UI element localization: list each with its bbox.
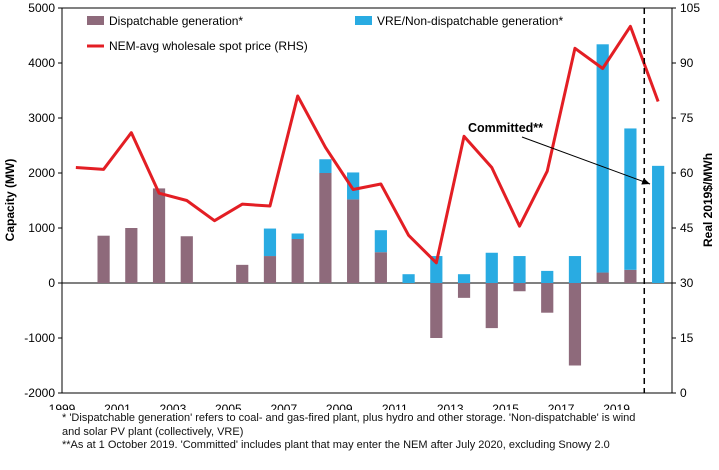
footnote-line-1: * 'Dispatchable generation' refers to co… [62, 412, 636, 424]
left-axis-tick-label: 4000 [28, 56, 55, 70]
x-axis-tick-label: 1999 [49, 402, 76, 410]
x-axis-tick-label: 2005 [215, 402, 242, 410]
bar-dispatchable [236, 264, 249, 283]
bar-dispatchable [180, 236, 193, 283]
right-axis-tick-label: 75 [680, 111, 694, 125]
bar-vre [347, 172, 360, 200]
capacity-price-chart: -2000 -1000 0 1000 2000 3000 4000 5000 0 15 30 45 60… [3, 1, 715, 410]
x-axis-tick-label: 2003 [160, 402, 187, 410]
right-axis-tick-label: 90 [680, 56, 694, 70]
footnote-line-3: **As at 1 October 2019. 'Committed' incl… [62, 439, 610, 451]
bar-vre [624, 128, 637, 270]
bar-vre [263, 228, 277, 257]
bar-dispatchable [485, 283, 498, 329]
legend-label-vre: VRE/Non-dispatchable generation* [377, 14, 563, 28]
bar-vre [319, 159, 332, 173]
committed-arrow-head [641, 177, 651, 185]
right-axis-tick-label: 0 [680, 386, 687, 400]
legend-swatch-dispatchable [87, 16, 104, 25]
bar-vre [374, 230, 387, 253]
footnote-line-2: and solar PV plant (collectively, VRE) [62, 425, 244, 438]
right-axis-tick-label: 60 [680, 166, 694, 180]
left-axis-tick-label: 1000 [28, 221, 55, 235]
price-line [75, 24, 660, 265]
left-axis-tick-label: -2000 [24, 386, 55, 400]
bar-vre [485, 252, 498, 283]
x-axis-tick-label: 2001 [104, 402, 131, 410]
bar-vre [541, 270, 554, 283]
left-axis-tick-label: 2000 [28, 166, 55, 180]
committed-arrow-line [521, 136, 651, 185]
bar-vre [430, 256, 443, 283]
left-axis-title: Capacity (MW) [3, 159, 17, 242]
bar-vre [513, 256, 526, 283]
bar-dispatchable [125, 228, 138, 283]
left-axis-tick-label: 5000 [28, 1, 55, 15]
bar-dispatchable [624, 269, 637, 283]
bar-dispatchable [319, 173, 332, 283]
committed-annotation: Committed** [468, 121, 543, 135]
left-axis-tick-label: 0 [48, 276, 55, 290]
right-axis-title: Real 2019$/MWh [701, 153, 715, 247]
x-axis-tick-label: 2019 [603, 402, 630, 410]
bar-dispatchable [291, 239, 304, 283]
legend-label-price: NEM-avg wholesale spot price (RHS) [109, 39, 308, 53]
bar-dispatchable [541, 283, 554, 313]
x-axis-tick-label: 2013 [437, 402, 464, 410]
footnotes: * 'Dispatchable generation' refers to co… [62, 412, 712, 453]
bar-vre [596, 44, 609, 273]
bar-dispatchable [263, 256, 277, 283]
x-axis-tick-label: 2011 [382, 402, 408, 410]
right-axis-tick-label: 45 [680, 221, 694, 235]
bar-vre [402, 274, 415, 283]
bar-dispatchable [568, 283, 582, 366]
bar-vre [457, 274, 471, 283]
right-axis-tick-label: 30 [680, 276, 694, 290]
x-axis-tick-label: 2015 [492, 402, 519, 410]
bar-dispatchable [374, 252, 387, 283]
plot-frame [61, 7, 673, 394]
bar-vre [568, 256, 582, 283]
bar-dispatchable [457, 283, 471, 298]
legend-swatch-vre [355, 16, 372, 25]
right-axis-tick-label: 15 [680, 331, 694, 345]
bar-vre [652, 165, 665, 283]
legend-label-dispatchable: Dispatchable generation* [109, 14, 243, 28]
bar-dispatchable [97, 235, 110, 283]
bar-dispatchable [347, 199, 360, 283]
bar-dispatchable [513, 283, 526, 292]
x-axis-tick-label: 2007 [270, 402, 297, 410]
bar-vre [291, 233, 304, 239]
x-axis-tick-label: 2009 [326, 402, 353, 410]
bar-dispatchable [152, 188, 166, 283]
bar-dispatchable [430, 283, 443, 338]
bar-dispatchable [596, 272, 609, 283]
left-axis-tick-label: 3000 [28, 111, 55, 125]
left-axis-tick-label: -1000 [24, 331, 55, 345]
right-axis-tick-label: 105 [680, 1, 700, 15]
x-axis-tick-label: 2017 [548, 402, 575, 410]
